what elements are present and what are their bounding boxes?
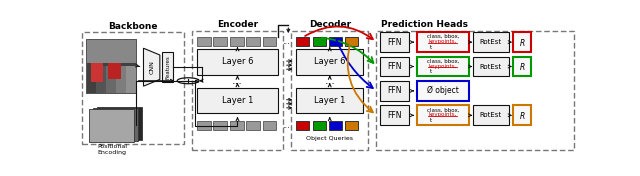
Bar bbox=[473, 57, 509, 76]
Bar bbox=[96, 66, 106, 93]
Bar bbox=[417, 57, 469, 76]
Bar bbox=[197, 49, 278, 75]
Bar bbox=[125, 66, 136, 93]
Text: RotEst: RotEst bbox=[479, 64, 502, 70]
Text: keypoints,: keypoints, bbox=[429, 64, 457, 69]
Text: Ø object: Ø object bbox=[427, 86, 459, 96]
Text: RotEst: RotEst bbox=[479, 112, 502, 118]
Bar bbox=[329, 37, 342, 46]
Text: FFN: FFN bbox=[387, 111, 402, 120]
Bar bbox=[296, 87, 364, 113]
Bar bbox=[192, 31, 283, 150]
Bar bbox=[417, 105, 469, 125]
Text: t: t bbox=[429, 118, 431, 123]
Bar bbox=[83, 32, 184, 144]
Bar bbox=[376, 31, 573, 150]
Bar bbox=[108, 55, 121, 79]
Bar bbox=[262, 121, 276, 130]
Text: Layer 1: Layer 1 bbox=[314, 96, 346, 105]
Bar bbox=[380, 105, 409, 125]
Text: ...: ... bbox=[282, 121, 290, 130]
Bar bbox=[213, 37, 227, 46]
Bar bbox=[163, 52, 173, 82]
Text: Encoder: Encoder bbox=[217, 20, 258, 29]
Bar bbox=[473, 105, 509, 125]
Bar bbox=[312, 121, 326, 130]
Text: Features: Features bbox=[165, 55, 170, 79]
Bar bbox=[473, 32, 509, 52]
Text: class, bbox,: class, bbox, bbox=[427, 34, 459, 39]
Text: class, bbox,: class, bbox, bbox=[427, 58, 459, 64]
Bar bbox=[513, 105, 531, 125]
Bar bbox=[230, 121, 244, 130]
Bar bbox=[417, 32, 469, 52]
Text: Backbone: Backbone bbox=[109, 22, 158, 31]
Bar bbox=[86, 39, 136, 93]
Text: ...: ... bbox=[324, 76, 335, 86]
Text: Layer 6: Layer 6 bbox=[221, 57, 253, 66]
Bar bbox=[93, 108, 138, 141]
Text: class, bbox,: class, bbox, bbox=[427, 107, 459, 112]
Text: ...: ... bbox=[232, 76, 243, 86]
Bar bbox=[296, 37, 309, 46]
Bar bbox=[86, 39, 136, 93]
Bar bbox=[346, 121, 358, 130]
Text: Layer 1: Layer 1 bbox=[222, 96, 253, 105]
Text: keypoints,: keypoints, bbox=[429, 112, 457, 117]
Text: keypoints,: keypoints, bbox=[429, 39, 457, 44]
Text: RotEst: RotEst bbox=[479, 39, 502, 45]
Bar bbox=[346, 37, 358, 46]
Bar bbox=[329, 121, 342, 130]
Bar bbox=[246, 37, 260, 46]
Bar bbox=[91, 58, 103, 82]
Text: ...: ... bbox=[282, 37, 290, 46]
Text: $R$: $R$ bbox=[518, 37, 525, 48]
Bar bbox=[86, 39, 136, 63]
Bar bbox=[513, 57, 531, 76]
Bar bbox=[296, 121, 309, 130]
Bar bbox=[213, 121, 227, 130]
Text: t: t bbox=[429, 69, 431, 74]
Bar bbox=[86, 66, 96, 93]
Bar bbox=[230, 37, 244, 46]
Text: $R$: $R$ bbox=[518, 61, 525, 72]
Text: FFN: FFN bbox=[387, 38, 402, 47]
Text: Object Queries: Object Queries bbox=[306, 136, 353, 141]
Bar bbox=[106, 66, 116, 93]
Bar bbox=[197, 87, 278, 113]
Text: FFN: FFN bbox=[387, 62, 402, 71]
Bar bbox=[262, 37, 276, 46]
Bar bbox=[380, 81, 409, 101]
Text: Positional
Encoding: Positional Encoding bbox=[97, 144, 127, 155]
Text: Prediction Heads: Prediction Heads bbox=[381, 20, 468, 29]
Bar bbox=[380, 57, 409, 76]
Polygon shape bbox=[143, 48, 160, 86]
Bar bbox=[197, 121, 211, 130]
Text: CNN: CNN bbox=[149, 60, 154, 74]
Bar bbox=[312, 37, 326, 46]
Bar bbox=[197, 37, 211, 46]
Bar bbox=[97, 107, 141, 140]
Text: FFN: FFN bbox=[387, 86, 402, 95]
Text: t: t bbox=[429, 45, 431, 49]
Bar bbox=[296, 49, 364, 75]
Text: $R$: $R$ bbox=[518, 110, 525, 121]
Text: Layer 6: Layer 6 bbox=[314, 57, 346, 66]
Bar bbox=[417, 81, 469, 101]
Bar bbox=[116, 66, 125, 93]
Bar bbox=[291, 31, 368, 150]
Bar bbox=[246, 121, 260, 130]
Bar bbox=[513, 32, 531, 52]
Bar bbox=[380, 32, 409, 52]
Bar bbox=[89, 109, 134, 142]
Text: Decoder: Decoder bbox=[308, 20, 351, 29]
